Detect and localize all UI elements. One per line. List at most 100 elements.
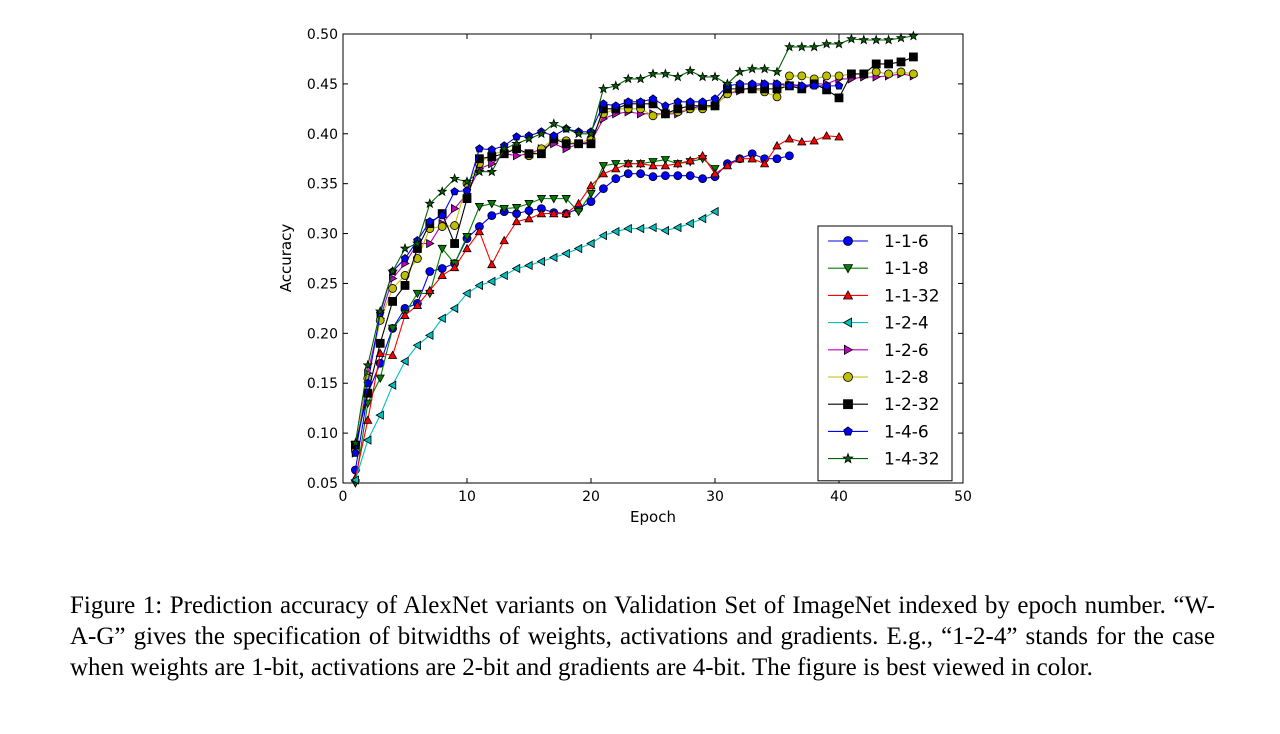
data-point-1-1-32: [710, 168, 720, 178]
data-point-1-4-32: [759, 63, 770, 74]
data-point-1-4-6: [611, 101, 621, 110]
legend-label: 1-2-4: [884, 314, 929, 334]
data-point-1-4-6: [648, 94, 658, 103]
data-point-1-1-32: [462, 243, 472, 253]
legend-marker: [842, 317, 852, 328]
data-point-1-2-32: [524, 149, 534, 159]
data-point-1-2-4: [648, 222, 657, 233]
x-tick-label: 0: [339, 489, 348, 505]
data-point-1-1-32: [586, 180, 596, 190]
series-line-1-2-32: [354, 56, 914, 446]
legend-marker: [842, 290, 854, 300]
data-point-1-4-32: [498, 143, 510, 154]
series-layer: [350, 30, 919, 488]
data-point-1-2-32: [896, 57, 906, 67]
data-point-1-1-8: [598, 162, 609, 171]
data-point-1-2-4: [449, 303, 459, 314]
data-point-1-4-6: [710, 94, 720, 103]
data-point-1-1-32: [437, 270, 447, 280]
data-point-1-4-6: [735, 79, 745, 88]
data-point-1-1-32: [722, 160, 733, 170]
legend-entry-1-1-32: 1-1-32: [828, 286, 940, 306]
data-point-1-2-32: [487, 152, 497, 162]
data-point-1-2-32: [847, 69, 856, 79]
data-point-1-1-8: [549, 195, 559, 204]
data-point-1-2-4: [412, 340, 422, 350]
data-point-1-4-6: [834, 81, 844, 90]
legend-marker: [843, 372, 853, 382]
data-point-1-4-32: [449, 173, 460, 184]
data-point-1-2-4: [610, 226, 620, 237]
data-point-1-4-32: [424, 198, 436, 209]
data-point-1-1-6: [673, 171, 683, 181]
data-point-1-4-32: [784, 41, 795, 52]
data-point-1-2-32: [561, 139, 571, 149]
data-point-1-1-32: [425, 285, 435, 295]
data-point-1-1-8: [573, 208, 584, 217]
data-point-1-4-32: [722, 78, 733, 89]
data-point-1-1-32: [834, 131, 844, 141]
data-point-1-4-32: [573, 128, 584, 139]
data-point-1-4-32: [560, 123, 572, 134]
data-point-1-2-4: [697, 213, 707, 224]
data-point-1-1-6: [599, 184, 608, 194]
data-point-1-2-8: [450, 221, 460, 230]
data-point-1-1-32: [735, 153, 745, 163]
data-point-1-1-32: [400, 310, 410, 319]
data-point-1-4-32: [399, 242, 411, 254]
data-point-1-1-32: [487, 259, 497, 269]
legend-marker: [843, 426, 853, 436]
data-point-1-2-6: [488, 159, 497, 169]
x-tick-label: 10: [458, 489, 476, 505]
data-point-1-1-6: [772, 154, 782, 164]
data-point-1-1-8: [387, 324, 398, 334]
data-point-1-2-8: [772, 92, 782, 102]
data-point-1-2-4: [524, 260, 533, 271]
series-1-4-6: [351, 79, 844, 457]
legend-label: 1-2-8: [884, 368, 929, 388]
data-point-1-1-8: [437, 244, 447, 254]
data-point-1-4-6: [437, 211, 447, 220]
legend-entry-1-2-8: 1-2-8: [828, 368, 929, 388]
data-point-1-4-32: [610, 80, 622, 91]
data-point-1-2-8: [896, 67, 906, 77]
x-tick-label: 20: [582, 489, 600, 505]
legend-label: 1-4-6: [884, 422, 929, 442]
data-point-1-1-32: [536, 208, 547, 218]
data-point-1-2-32: [909, 52, 918, 62]
series-1-2-4: [350, 206, 719, 485]
data-point-1-4-32: [362, 359, 374, 370]
data-point-1-2-8: [884, 69, 893, 79]
data-point-1-4-32: [734, 66, 746, 77]
data-point-1-4-6: [661, 101, 670, 110]
y-tick-label: 0.25: [307, 276, 338, 292]
data-point-1-2-4: [623, 223, 632, 234]
data-point-1-1-32: [673, 158, 683, 168]
data-point-1-4-32: [821, 38, 832, 49]
data-point-1-4-32: [511, 138, 522, 149]
data-point-1-1-32: [363, 415, 373, 424]
data-point-1-1-6: [487, 211, 497, 220]
data-point-1-2-6: [426, 238, 435, 249]
data-point-1-1-6: [425, 267, 435, 276]
data-point-1-2-4: [486, 276, 496, 287]
data-point-1-1-32: [524, 213, 534, 223]
data-point-1-1-32: [648, 160, 658, 170]
data-point-1-4-32: [672, 71, 684, 82]
legend-marker: [843, 399, 853, 410]
data-point-1-2-32: [673, 104, 683, 114]
data-point-1-4-32: [486, 166, 498, 177]
data-point-1-2-8: [822, 71, 831, 81]
series-line-1-2-8: [354, 71, 914, 451]
data-point-1-2-8: [400, 271, 410, 280]
data-point-1-1-32: [499, 235, 509, 245]
data-point-1-4-32: [771, 66, 783, 77]
data-point-1-2-4: [536, 256, 545, 267]
data-point-1-1-32: [449, 262, 460, 272]
data-point-1-4-6: [797, 81, 807, 90]
series-1-4-32: [350, 30, 919, 448]
series-line-1-1-6: [354, 153, 790, 471]
data-point-1-4-6: [698, 97, 707, 106]
data-point-1-2-4: [437, 313, 446, 324]
data-point-1-1-6: [698, 174, 707, 184]
